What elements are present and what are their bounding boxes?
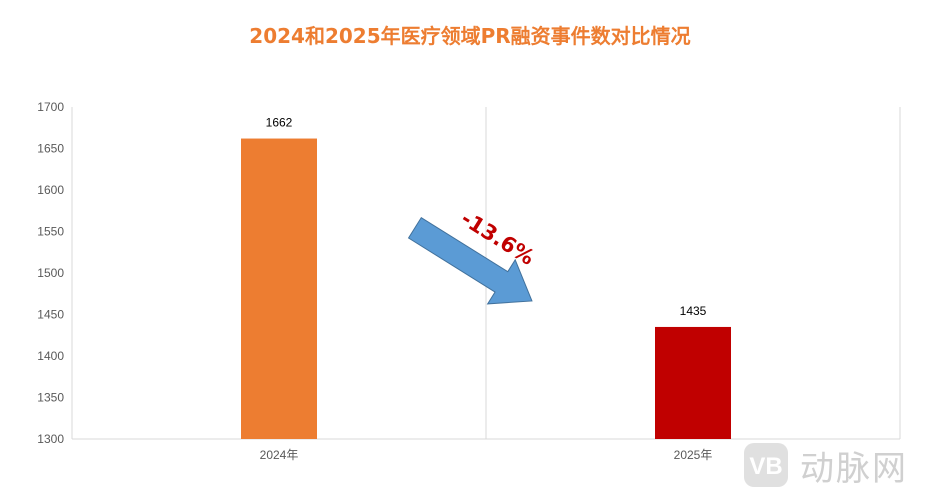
y-tick-label: 1500 (37, 266, 64, 280)
y-tick-label: 1600 (37, 183, 64, 197)
svg-text:VB: VB (749, 453, 782, 480)
x-tick-label: 2024年 (260, 448, 299, 462)
y-tick-label: 1450 (37, 308, 64, 322)
y-tick-label: 1700 (37, 100, 64, 114)
watermark-text: 动脉网 (800, 448, 908, 489)
x-tick-label: 2025年 (674, 448, 713, 462)
watermark: VB 动脉网 (742, 440, 908, 490)
bars (241, 138, 731, 440)
x-axis-ticks: 2024年 2025年 (260, 448, 713, 462)
data-labels: 1662 1435 (266, 116, 707, 318)
y-tick-label: 1550 (37, 225, 64, 239)
change-annotation: -13.6% (407, 206, 539, 305)
y-tick-label: 1400 (37, 349, 64, 363)
bar-value-label: 1662 (266, 116, 293, 130)
y-tick-label: 1300 (37, 432, 64, 446)
bar (655, 326, 731, 439)
y-tick-label: 1350 (37, 391, 64, 405)
vb-logo-icon: VB (744, 443, 788, 487)
chart-title: 2024和2025年医疗领域PR融资事件数对比情况 (249, 24, 691, 48)
bar-value-label: 1435 (680, 304, 707, 318)
down-right-arrow-icon (407, 216, 533, 305)
y-axis-ticks: 1300 1350 1400 1450 1500 1550 1600 1650 1700 (37, 100, 64, 446)
bar (241, 138, 317, 440)
y-tick-label: 1650 (37, 142, 64, 156)
